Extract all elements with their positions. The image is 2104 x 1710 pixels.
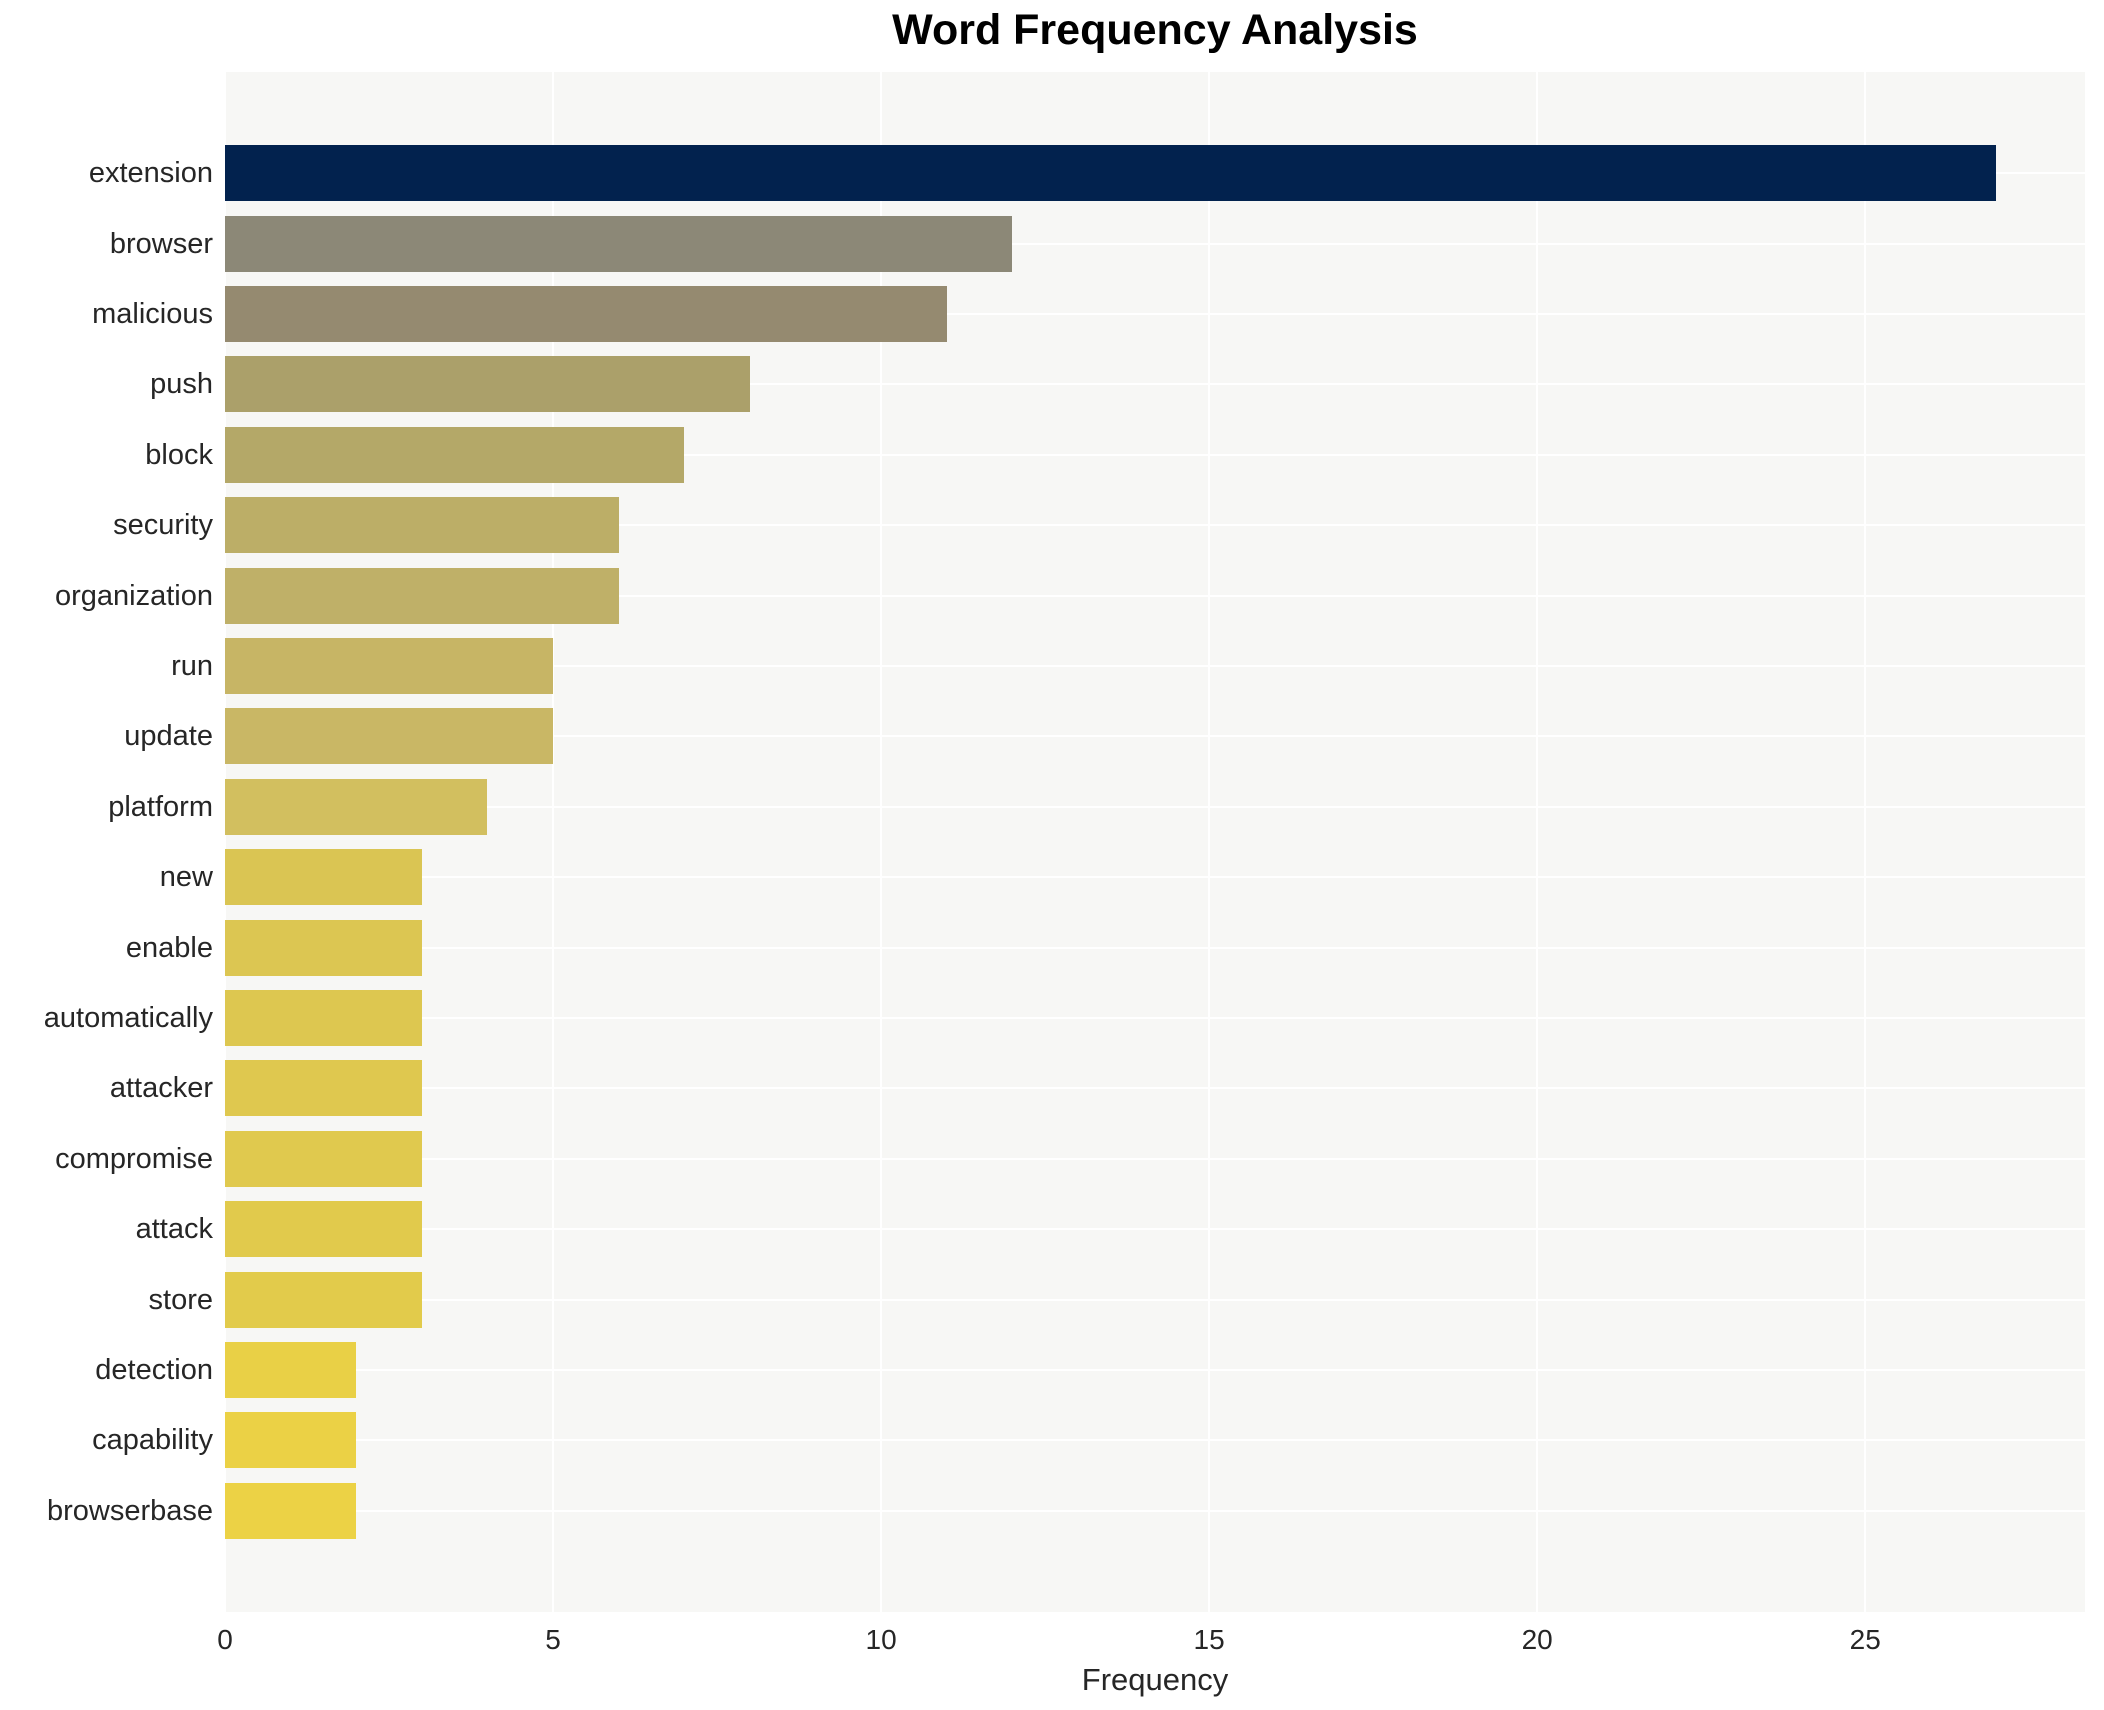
bar-browser xyxy=(225,215,1013,272)
bar-enable xyxy=(225,919,422,976)
x-gridline xyxy=(880,72,883,1612)
y-tick-label-run: run xyxy=(171,650,213,682)
y-tick-label-attack: attack xyxy=(135,1213,213,1246)
y-gridline xyxy=(225,524,2085,527)
y-tick-label-browser: browser xyxy=(109,227,213,260)
y-tick-label-platform: platform xyxy=(108,790,213,823)
bar-attacker xyxy=(225,1060,422,1117)
bar-security xyxy=(225,497,619,554)
y-tick-label-push: push xyxy=(150,368,213,401)
y-tick-label-new: new xyxy=(159,861,213,894)
x-tick-label-20: 20 xyxy=(1521,1624,1553,1655)
y-tick-label-security: security xyxy=(113,509,213,542)
bar-update xyxy=(225,708,554,765)
bar-extension xyxy=(225,145,1997,202)
y-gridline xyxy=(225,594,2085,597)
y-gridline xyxy=(225,735,2085,738)
y-gridline xyxy=(225,1157,2085,1160)
bar-detection xyxy=(225,1342,357,1398)
y-gridline xyxy=(225,1509,2085,1512)
y-tick-label-malicious: malicious xyxy=(92,298,213,330)
y-gridline xyxy=(225,453,2085,456)
bar-block xyxy=(225,426,685,483)
y-gridline xyxy=(225,665,2085,667)
y-gridline xyxy=(225,1369,2085,1371)
bar-compromise xyxy=(225,1130,422,1187)
x-tick-label-10: 10 xyxy=(865,1624,897,1655)
y-gridline xyxy=(225,805,2085,808)
y-gridline xyxy=(225,313,2085,315)
x-gridline xyxy=(1536,72,1539,1612)
bar-store xyxy=(225,1271,422,1328)
x-tick-label-15: 15 xyxy=(1193,1624,1225,1655)
bar-automatically xyxy=(225,990,422,1046)
x-gridline xyxy=(1208,72,1211,1612)
bar-malicious xyxy=(225,286,947,342)
y-gridline xyxy=(225,383,2085,386)
x-gridline xyxy=(224,72,226,1612)
y-tick-label-capability: capability xyxy=(92,1424,213,1457)
bar-capability xyxy=(225,1412,357,1469)
y-tick-label-update: update xyxy=(124,720,213,753)
y-gridline xyxy=(225,1439,2085,1442)
y-tick-label-attacker: attacker xyxy=(109,1072,213,1105)
bar-platform xyxy=(225,778,488,835)
x-axis-title: Frequency xyxy=(1081,1662,1229,1697)
y-tick-label-detection: detection xyxy=(95,1354,213,1386)
y-tick-label-organization: organization xyxy=(55,579,213,612)
y-tick-label-extension: extension xyxy=(88,157,213,190)
x-gridline xyxy=(552,72,555,1612)
bar-new xyxy=(225,849,422,906)
y-gridline xyxy=(225,1228,2085,1231)
y-gridline xyxy=(225,1087,2085,1090)
bar-push xyxy=(225,356,750,413)
y-gridline xyxy=(225,946,2085,949)
bar-attack xyxy=(225,1201,422,1258)
y-gridline xyxy=(225,1017,2085,1019)
bar-browserbase xyxy=(225,1482,357,1539)
x-tick-label-5: 5 xyxy=(545,1624,561,1655)
y-tick-label-store: store xyxy=(148,1283,213,1316)
y-gridline xyxy=(225,1298,2085,1301)
y-tick-label-browserbase: browserbase xyxy=(46,1494,213,1527)
y-gridline xyxy=(225,876,2085,879)
y-tick-label-automatically: automatically xyxy=(43,1002,213,1034)
x-gridline xyxy=(1864,72,1867,1612)
plot-area xyxy=(224,72,2085,1612)
y-tick-label-compromise: compromise xyxy=(55,1142,213,1175)
bar-organization xyxy=(225,567,619,624)
y-tick-label-enable: enable xyxy=(125,931,213,964)
chart-title: Word Frequency Analysis xyxy=(892,6,1418,54)
bar-run xyxy=(225,638,554,694)
y-gridline xyxy=(225,242,2085,245)
y-tick-label-block: block xyxy=(145,438,213,471)
x-tick-label-0: 0 xyxy=(217,1624,233,1655)
x-tick-label-25: 25 xyxy=(1849,1624,1881,1655)
